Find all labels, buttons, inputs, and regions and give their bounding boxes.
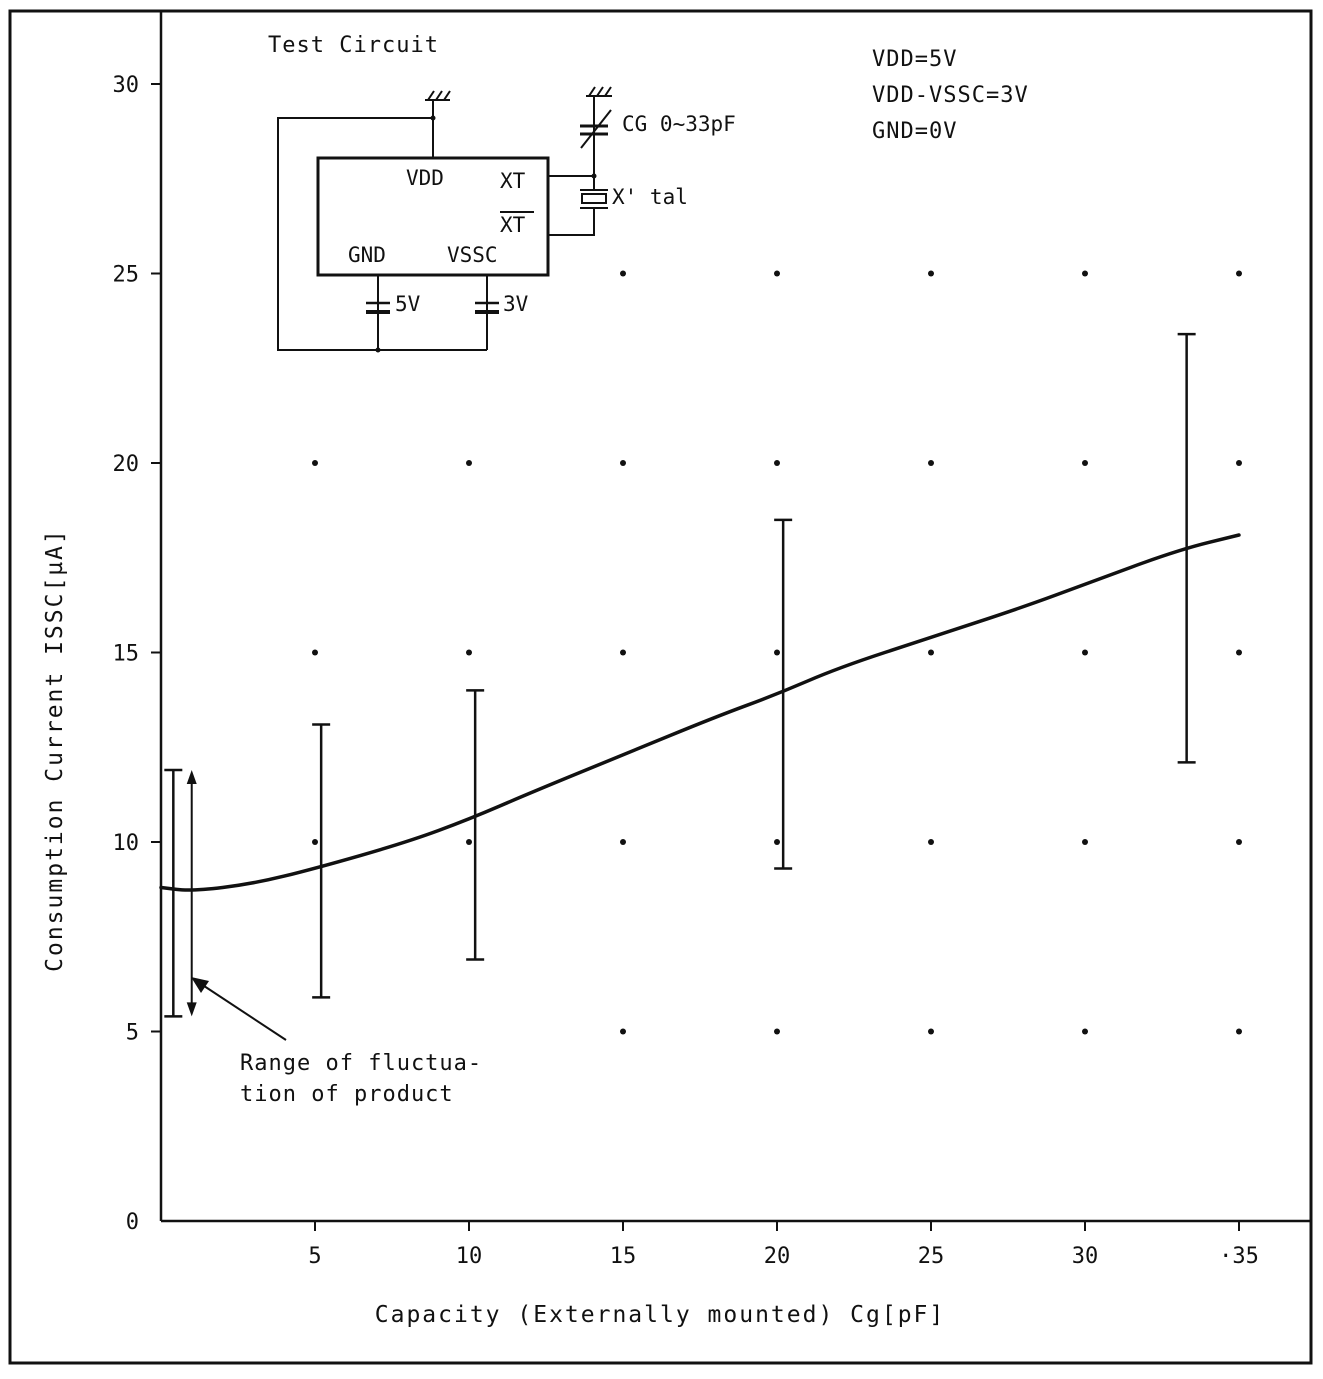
cg-label: CG 0~33pF	[622, 112, 736, 136]
grid-dot	[928, 839, 934, 845]
y-tick-label: 30	[113, 73, 140, 98]
grid-dot	[1082, 839, 1088, 845]
x-axis-title: Capacity (Externally mounted) Cg[pF]	[375, 1302, 946, 1328]
grid-dot	[620, 270, 626, 277]
condition-vdd: VDD=5V	[872, 47, 957, 72]
grid-dot	[774, 1028, 780, 1035]
grid-dot	[774, 839, 780, 845]
x-tick-label: 15	[610, 1244, 637, 1269]
grid-dot	[928, 460, 934, 466]
figure-border	[8, 9, 1313, 1365]
pin-xt-bar: XT	[500, 213, 526, 237]
error-bars	[164, 332, 1196, 1018]
fluctuation-arrowhead-top	[186, 769, 197, 784]
pin-gnd: GND	[348, 243, 386, 267]
grid-dot	[774, 649, 780, 656]
grid-dot	[928, 649, 934, 656]
grid-dot	[466, 839, 472, 845]
xt-wire	[548, 175, 595, 190]
grid-dot	[1082, 649, 1088, 656]
xt-bar-wire	[548, 209, 595, 236]
cg-variable-arrow	[580, 109, 612, 149]
grid-dot	[774, 270, 780, 277]
grid-dot	[1236, 270, 1242, 277]
grid-dot	[774, 460, 780, 466]
grid-dot	[312, 460, 318, 466]
grid-dot	[1236, 460, 1242, 466]
condition-vdd-vssc: VDD-VSSC=3V	[872, 83, 1029, 108]
annotation-line-2: tion of product	[240, 1082, 454, 1107]
grid-dot	[620, 460, 626, 466]
x-tick-label: 30	[1072, 1244, 1099, 1269]
x-tick-label: 10	[456, 1244, 483, 1269]
vdd-ground-symbol	[425, 90, 451, 101]
grid-dot	[1082, 460, 1088, 466]
annotation-arrow-shaft	[194, 979, 287, 1041]
condition-gnd: GND=0V	[872, 119, 957, 144]
xtal-body	[581, 193, 607, 204]
axis-ticks: 5 10 15 20 25 30 ·35 0 5 10 15 20 25 30	[113, 73, 1259, 1269]
cg-ground-symbol	[586, 86, 612, 97]
grid-dot	[1236, 1028, 1242, 1035]
y-axis-title: Consumption Current ISSC[µA]	[42, 528, 68, 972]
test-circuit-title: Test Circuit	[268, 33, 439, 58]
y-tick-label: 20	[113, 452, 140, 477]
grid-dot	[466, 649, 472, 656]
grid-dot	[620, 649, 626, 656]
xtal-label: X' tal	[612, 185, 688, 209]
left-loop-wire	[277, 117, 487, 351]
x-tick-label: 25	[918, 1244, 945, 1269]
grid-dot	[466, 460, 472, 466]
annotation-arrowhead	[191, 977, 209, 993]
y-tick-label: 5	[126, 1021, 139, 1046]
test-circuit: Test Circuit VDD XT XT GND VSSC 5V 3V X'…	[268, 33, 736, 353]
grid-dot	[312, 839, 318, 845]
y-tick-label: 0	[126, 1210, 139, 1235]
grid-dot	[620, 1028, 626, 1035]
grid-dot	[1236, 839, 1242, 845]
y-tick-label: 25	[113, 263, 140, 288]
fluctuation-arrowhead-bottom	[186, 1002, 197, 1017]
x-tick-label: 20	[764, 1244, 791, 1269]
grid-dot	[312, 649, 318, 656]
x-tick-label: ·35	[1219, 1244, 1259, 1269]
pin-xt: XT	[500, 169, 526, 193]
grid-dots	[312, 270, 1242, 1035]
grid-dot	[1082, 1028, 1088, 1035]
annotation-line-1: Range of fluctua-	[240, 1051, 482, 1076]
y-tick-label: 15	[113, 642, 140, 667]
grid-dot	[1236, 649, 1242, 656]
grid-dot	[928, 270, 934, 277]
pin-vssc: VSSC	[447, 243, 498, 267]
y-tick-label: 10	[113, 831, 140, 856]
x-tick-label: 5	[308, 1244, 321, 1269]
grid-dot	[1082, 270, 1088, 277]
battery-3v-label: 3V	[503, 292, 529, 316]
grid-dot	[620, 839, 626, 845]
series-layer	[159, 533, 1241, 892]
series-line	[159, 533, 1241, 892]
junction-top	[430, 115, 436, 121]
grid-dot	[928, 1028, 934, 1035]
battery-5v-label: 5V	[395, 292, 421, 316]
xt-junction	[591, 173, 597, 179]
pin-vdd: VDD	[406, 166, 444, 190]
